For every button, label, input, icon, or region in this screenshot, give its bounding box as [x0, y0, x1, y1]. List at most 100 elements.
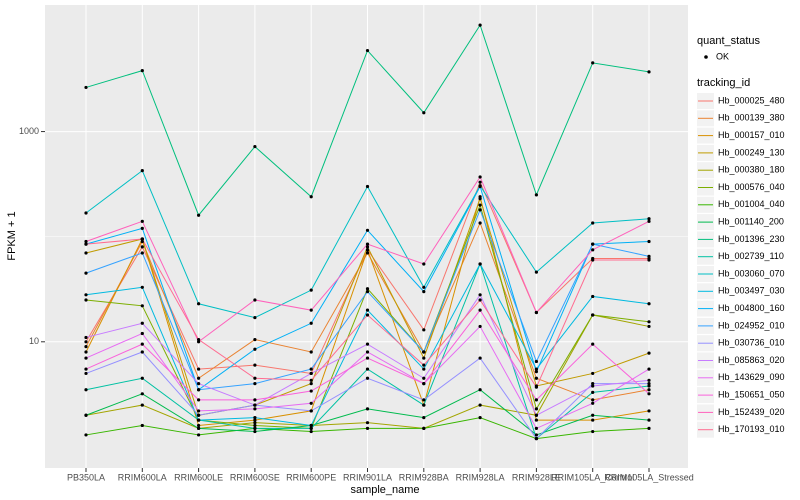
- point: [253, 337, 257, 342]
- legend-label: Hb_085863_020: [718, 355, 785, 365]
- point: [647, 418, 651, 422]
- point: [478, 308, 482, 312]
- legend-label: Hb_004800_160: [718, 303, 785, 313]
- point: [84, 388, 88, 392]
- point: [197, 382, 201, 386]
- legend-label: Hb_000576_040: [718, 182, 785, 192]
- point: [365, 342, 370, 346]
- point: [647, 254, 651, 258]
- point: [534, 310, 539, 315]
- point: [140, 350, 144, 354]
- point: [365, 350, 370, 354]
- point: [647, 219, 651, 223]
- point: [591, 390, 595, 395]
- point: [197, 376, 201, 380]
- point: [534, 413, 539, 417]
- point: [365, 308, 370, 312]
- point: [647, 388, 651, 392]
- point: [534, 433, 539, 437]
- point: [422, 328, 426, 332]
- point: [140, 423, 144, 428]
- point: [140, 321, 144, 325]
- point: [84, 371, 88, 376]
- point: [253, 416, 257, 420]
- point: [591, 248, 595, 252]
- point: [478, 175, 482, 179]
- x-tick-label: RRIM600PE: [286, 472, 336, 482]
- legend-label: Hb_170193_010: [718, 424, 785, 434]
- point: [365, 48, 370, 53]
- point: [140, 304, 144, 308]
- legend-label: Hb_024952_010: [718, 320, 785, 330]
- point: [591, 413, 595, 417]
- point: [365, 287, 370, 291]
- legend-label: Hb_000025_480: [718, 95, 785, 105]
- point: [647, 392, 651, 396]
- x-tick-label: RRIM600LA: [118, 472, 167, 482]
- legend-label: Hb_000249_130: [718, 147, 785, 157]
- point: [422, 426, 426, 430]
- point: [422, 285, 426, 289]
- point: [365, 421, 370, 425]
- legend-label: Hb_000139_380: [718, 113, 785, 123]
- point: [478, 403, 482, 407]
- point: [365, 242, 370, 246]
- point: [309, 367, 313, 371]
- point: [253, 418, 257, 422]
- point: [534, 385, 539, 389]
- point: [84, 335, 88, 340]
- point: [365, 367, 370, 371]
- point: [197, 409, 201, 413]
- point: [197, 213, 201, 217]
- point: [647, 239, 651, 244]
- legend-label: Hb_150651_050: [718, 389, 785, 399]
- point: [365, 245, 370, 249]
- y-tick-label: 10: [29, 336, 39, 346]
- point: [478, 180, 482, 184]
- point: [253, 144, 257, 149]
- point: [647, 258, 651, 262]
- point: [309, 308, 313, 312]
- point: [591, 418, 595, 422]
- point: [647, 367, 651, 371]
- point: [591, 384, 595, 388]
- point: [309, 321, 313, 325]
- point: [197, 388, 201, 392]
- point: [253, 421, 257, 425]
- point: [140, 331, 144, 336]
- point: [253, 423, 257, 428]
- point: [591, 61, 595, 65]
- point: [309, 429, 313, 434]
- point: [197, 423, 201, 428]
- x-tick-label: RRIM928BA: [399, 472, 449, 482]
- point: [84, 298, 88, 302]
- point: [84, 211, 88, 215]
- point: [422, 382, 426, 386]
- point: [197, 337, 201, 342]
- point: [591, 242, 595, 246]
- point: [591, 313, 595, 317]
- point: [84, 293, 88, 297]
- legend-label: Hb_000380_180: [718, 165, 785, 175]
- point: [197, 413, 201, 417]
- point: [84, 271, 88, 275]
- x-tick-label: RRIM600SE: [230, 472, 280, 482]
- point: [140, 239, 144, 244]
- point: [591, 401, 595, 405]
- point: [365, 248, 370, 252]
- point: [647, 302, 651, 306]
- point: [309, 371, 313, 376]
- point: [309, 350, 313, 354]
- point: [478, 184, 482, 189]
- point: [365, 251, 370, 255]
- point: [197, 418, 201, 422]
- point: [309, 423, 313, 428]
- point: [591, 221, 595, 225]
- point: [197, 398, 201, 402]
- point: [422, 350, 426, 354]
- point: [253, 376, 257, 380]
- legend-label: Hb_030736_010: [718, 338, 785, 348]
- point: [84, 345, 88, 349]
- point-legend-key: [704, 55, 708, 59]
